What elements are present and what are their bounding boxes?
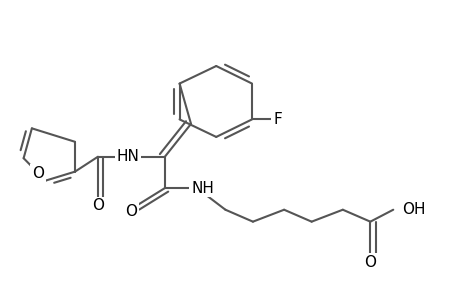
Text: OH: OH	[402, 202, 425, 217]
Text: O: O	[32, 166, 44, 181]
Text: O: O	[364, 255, 375, 270]
Text: HN: HN	[117, 149, 140, 164]
Text: O: O	[92, 199, 104, 214]
Text: NH: NH	[190, 181, 213, 196]
Text: F: F	[273, 112, 281, 127]
Text: O: O	[125, 204, 137, 219]
